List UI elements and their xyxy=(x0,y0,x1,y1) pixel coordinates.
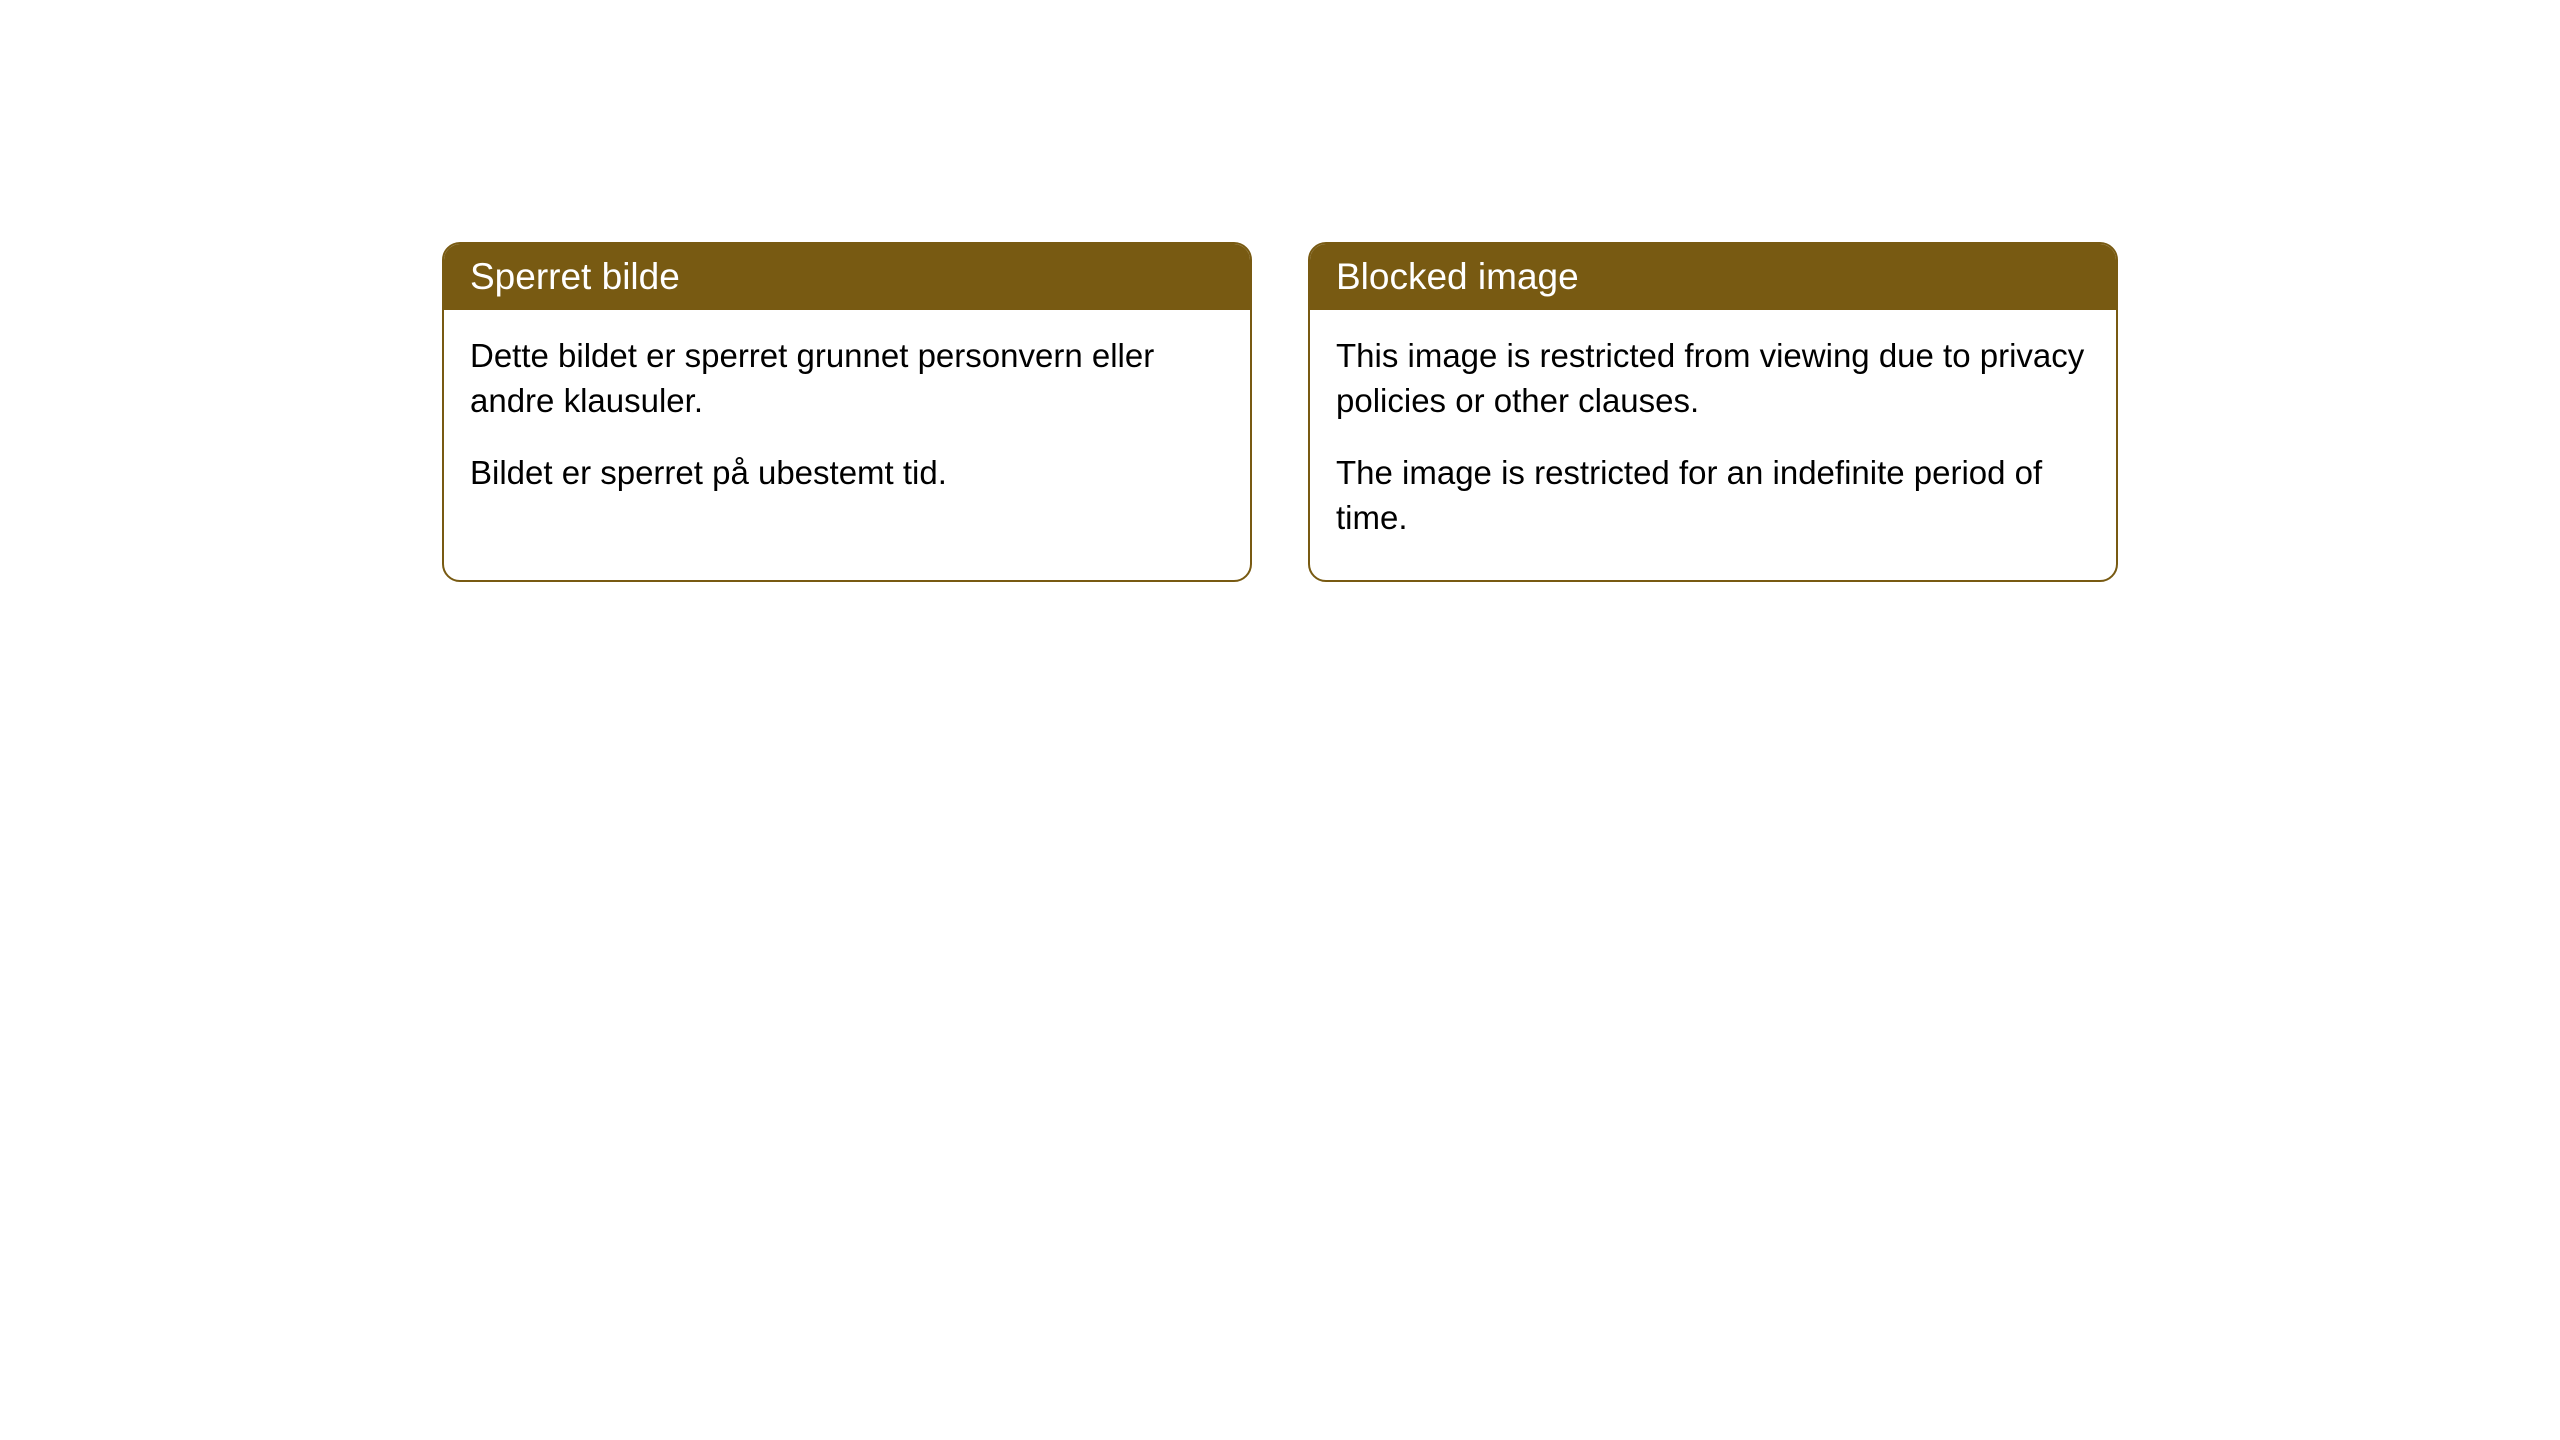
card-header-no: Sperret bilde xyxy=(444,244,1250,310)
card-paragraph-1-en: This image is restricted from viewing du… xyxy=(1336,334,2090,423)
card-header-en: Blocked image xyxy=(1310,244,2116,310)
card-body-en: This image is restricted from viewing du… xyxy=(1310,310,2116,580)
card-paragraph-2-en: The image is restricted for an indefinit… xyxy=(1336,451,2090,540)
blocked-image-card-no: Sperret bilde Dette bildet er sperret gr… xyxy=(442,242,1252,582)
card-paragraph-2-no: Bildet er sperret på ubestemt tid. xyxy=(470,451,1224,496)
blocked-image-card-en: Blocked image This image is restricted f… xyxy=(1308,242,2118,582)
notice-cards-container: Sperret bilde Dette bildet er sperret gr… xyxy=(0,0,2560,582)
card-paragraph-1-no: Dette bildet er sperret grunnet personve… xyxy=(470,334,1224,423)
card-body-no: Dette bildet er sperret grunnet personve… xyxy=(444,310,1250,536)
